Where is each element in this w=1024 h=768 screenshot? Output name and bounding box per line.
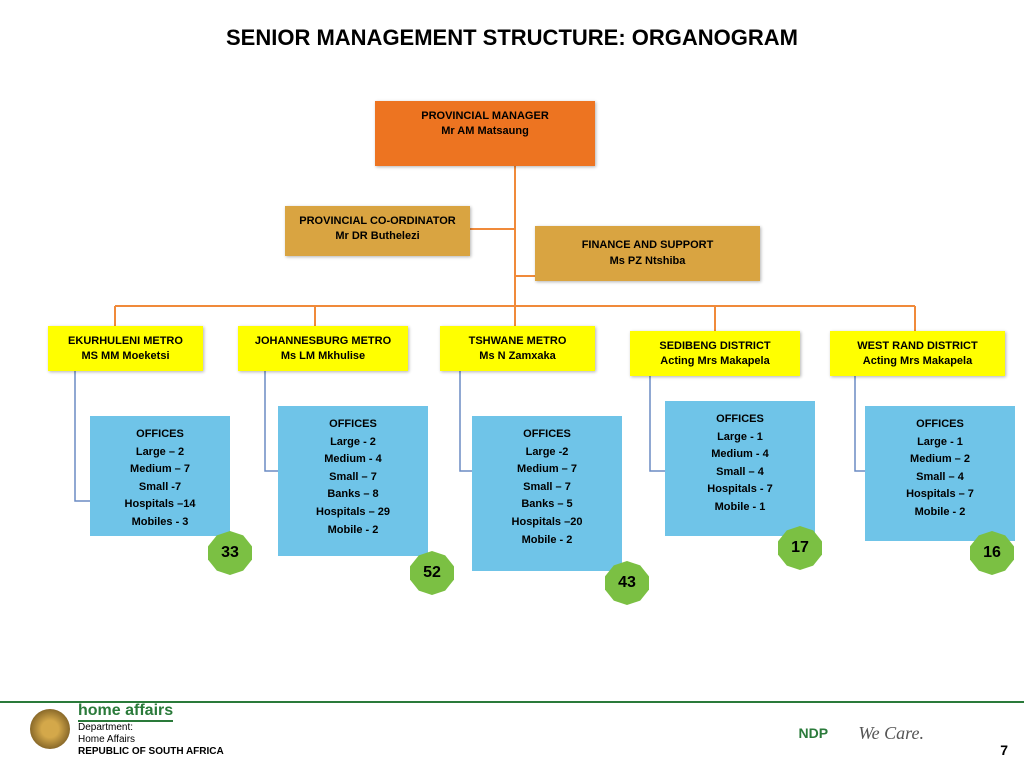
badge-johannesburg: 52	[410, 551, 454, 595]
offices-johannesburg: OFFICES Large - 2 Medium - 4 Small – 7 B…	[278, 406, 428, 556]
ndp-logo: NDP	[788, 713, 838, 753]
offices-sedibeng: OFFICES Large - 1 Medium - 4 Small – 4 H…	[665, 401, 815, 536]
role-label: EKURHULENI METRO	[54, 334, 197, 349]
page-title: SENIOR MANAGEMENT STRUCTURE: ORGANOGRAM	[0, 0, 1024, 51]
person-label: Acting Mrs Makapela	[636, 354, 794, 369]
page-number: 7	[1000, 742, 1008, 758]
role-label: PROVINCIAL MANAGER	[381, 109, 589, 124]
person-label: Mr DR Buthelezi	[291, 229, 464, 244]
role-label: SEDIBENG DISTRICT	[636, 339, 794, 354]
node-metro-ekurhuleni: EKURHULENI METRO MS MM Moeketsi	[48, 326, 203, 371]
offices-westrand: OFFICES Large - 1 Medium – 2 Small – 4 H…	[865, 406, 1015, 541]
role-label: PROVINCIAL CO-ORDINATOR	[291, 214, 464, 229]
coat-of-arms-icon	[30, 709, 70, 749]
node-finance: FINANCE AND SUPPORT Ms PZ Ntshiba	[535, 226, 760, 281]
node-metro-johannesburg: JOHANNESBURG METRO Ms LM Mkhulise	[238, 326, 408, 371]
wecare-text: We Care.	[858, 723, 924, 744]
logo-right-group: NDP We Care.	[788, 713, 924, 753]
person-label: Acting Mrs Makapela	[836, 354, 999, 369]
offices-tshwane: OFFICES Large -2 Medium – 7 Small – 7 Ba…	[472, 416, 622, 571]
node-district-westrand: WEST RAND DISTRICT Acting Mrs Makapela	[830, 331, 1005, 376]
node-coordinator: PROVINCIAL CO-ORDINATOR Mr DR Buthelezi	[285, 206, 470, 256]
org-chart: PROVINCIAL MANAGER Mr AM Matsaung PROVIN…	[0, 51, 1024, 671]
person-label: MS MM Moeketsi	[54, 349, 197, 364]
person-label: Ms N Zamxaka	[446, 349, 589, 364]
node-district-sedibeng: SEDIBENG DISTRICT Acting Mrs Makapela	[630, 331, 800, 376]
person-label: Ms PZ Ntshiba	[541, 254, 754, 269]
logo-home-affairs: home affairs Department: Home Affairs RE…	[30, 701, 224, 758]
person-label: Ms LM Mkhulise	[244, 349, 402, 364]
person-label: Mr AM Matsaung	[381, 124, 589, 139]
role-label: WEST RAND DISTRICT	[836, 339, 999, 354]
role-label: TSHWANE METRO	[446, 334, 589, 349]
dept-name: home affairs	[78, 701, 173, 722]
node-metro-tshwane: TSHWANE METRO Ms N Zamxaka	[440, 326, 595, 371]
badge-ekurhuleni: 33	[208, 531, 252, 575]
role-label: JOHANNESBURG METRO	[244, 334, 402, 349]
offices-ekurhuleni: OFFICES Large – 2 Medium – 7 Small -7 Ho…	[90, 416, 230, 536]
node-provincial-manager: PROVINCIAL MANAGER Mr AM Matsaung	[375, 101, 595, 166]
role-label: FINANCE AND SUPPORT	[541, 238, 754, 253]
